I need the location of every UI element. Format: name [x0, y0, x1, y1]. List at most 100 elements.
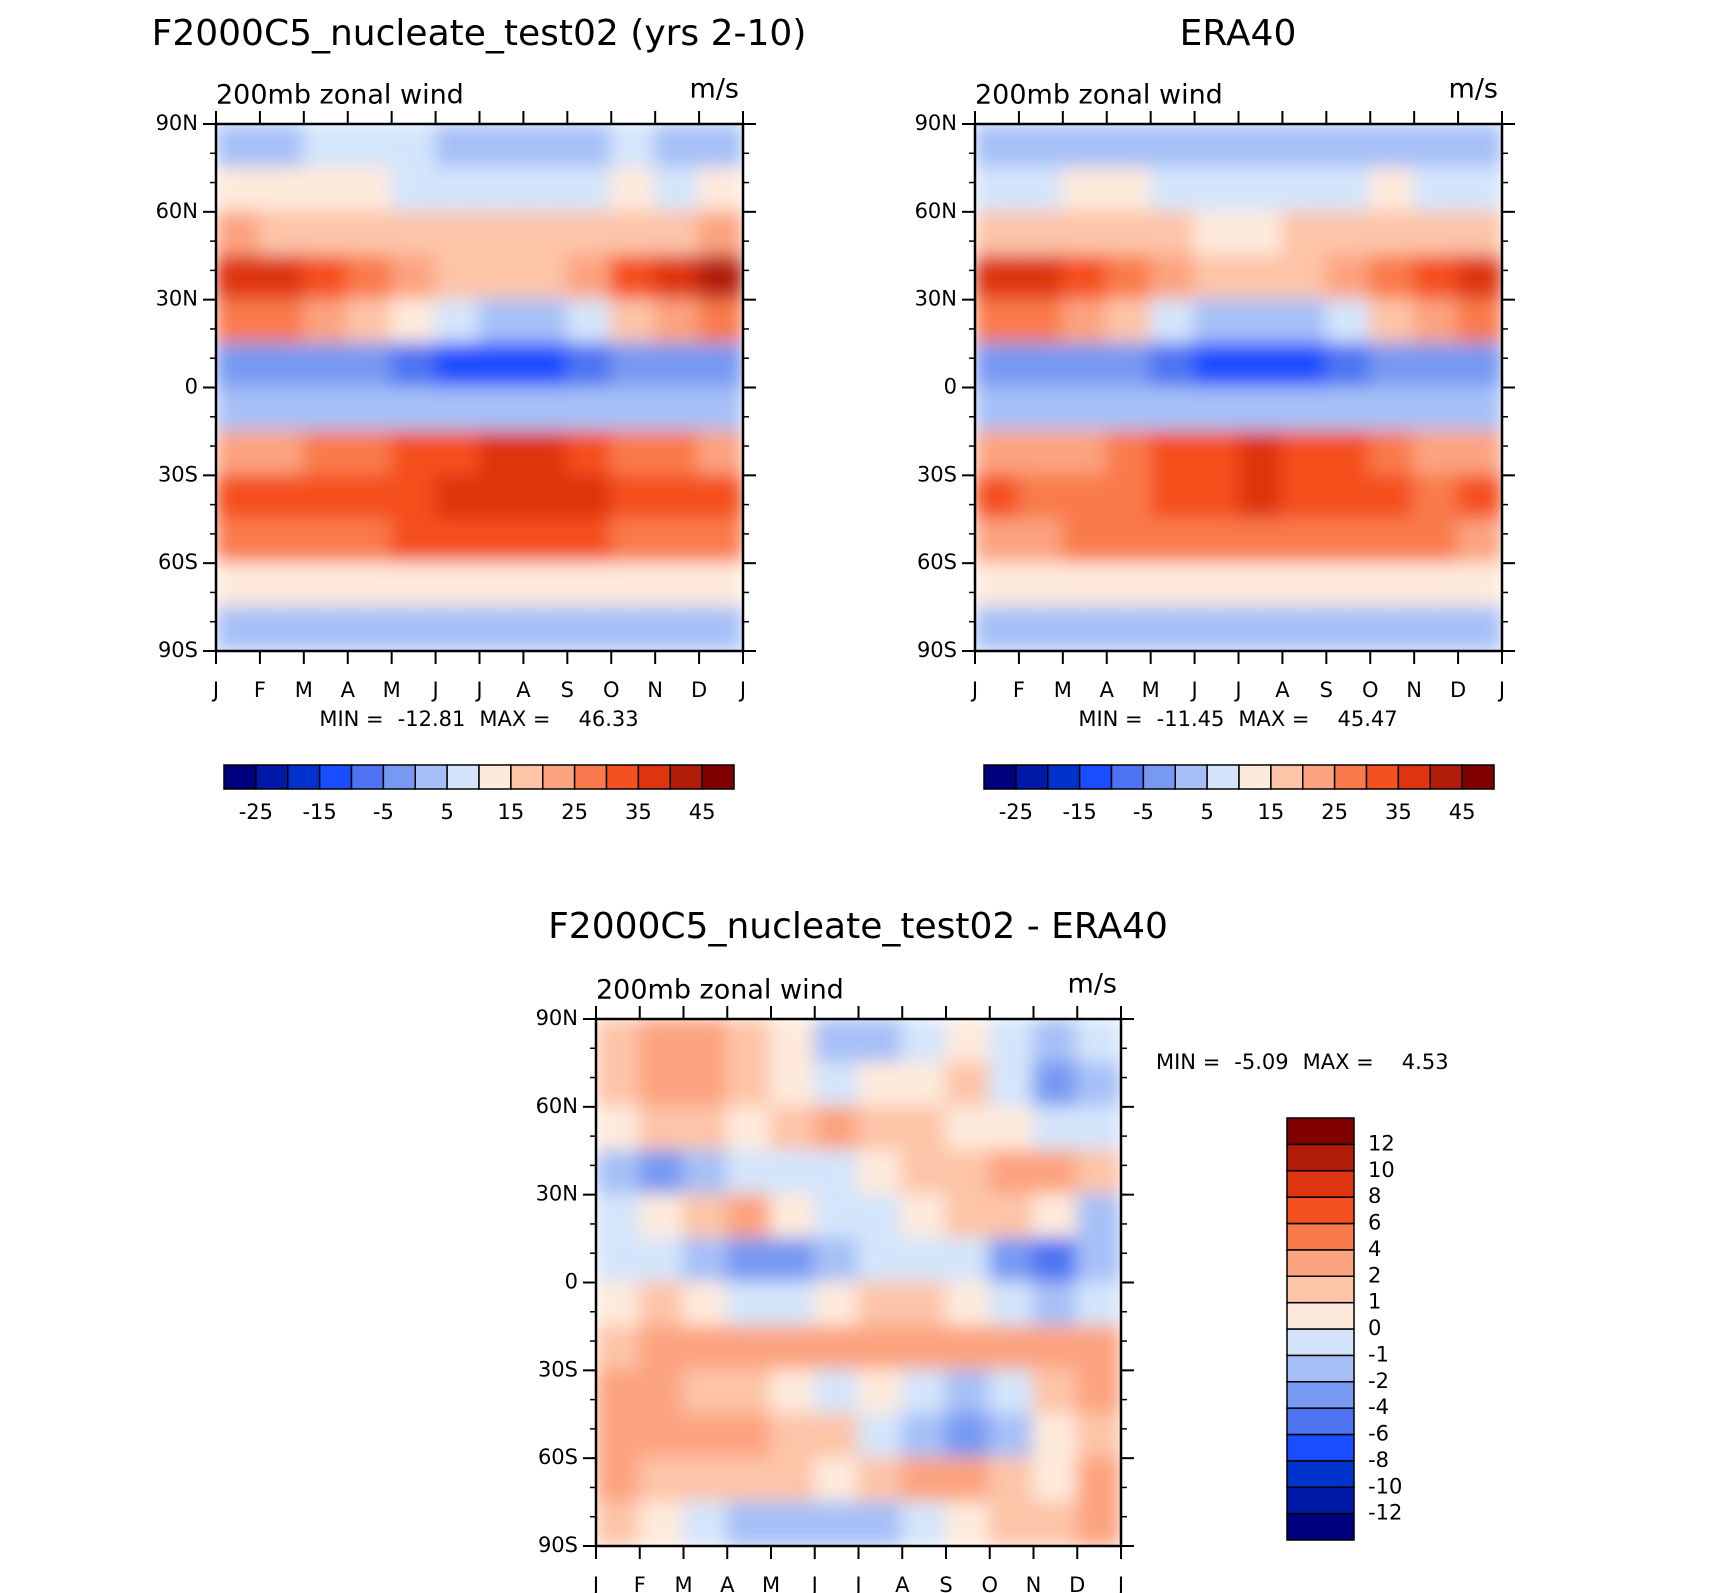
x-tick-label: M [762, 1573, 780, 1593]
field-cell [1369, 298, 1416, 345]
field-cell [596, 1105, 641, 1152]
field-cell [1032, 1501, 1079, 1546]
field-cell [1193, 298, 1240, 345]
colorbar-label: 35 [625, 800, 652, 824]
field-cell [302, 298, 349, 345]
field-cell [698, 166, 743, 213]
field-cell [1032, 1061, 1079, 1108]
colorbar-box [1206, 764, 1240, 790]
field-cell [346, 474, 393, 521]
field-cell [1325, 166, 1372, 213]
field-cell [258, 430, 305, 477]
colorbar-box [1286, 1407, 1355, 1436]
field-cell [901, 1457, 947, 1504]
field-cell [901, 1501, 947, 1546]
field-cell [988, 1019, 1035, 1064]
field-cell [1032, 1149, 1079, 1196]
field-cell [901, 1369, 947, 1416]
field-cell [682, 1061, 729, 1108]
x-tick-label: A [516, 678, 531, 702]
field-cell [216, 430, 261, 477]
field-cell [682, 1369, 729, 1416]
field-cell [988, 1193, 1035, 1240]
colorbar-label: 5 [440, 800, 453, 824]
field-cell [698, 210, 743, 257]
field-cell [901, 1105, 947, 1152]
field-cell [258, 518, 305, 565]
field-cell [1017, 342, 1064, 389]
field-cell [1076, 1457, 1121, 1504]
field-cell [698, 298, 743, 345]
field-cell [1149, 124, 1196, 169]
field-cell [813, 1501, 860, 1546]
x-tick-label: J [1189, 678, 1197, 702]
field-cell [813, 1149, 860, 1196]
y-tick-label: 30N [915, 287, 957, 311]
field-cell [988, 1369, 1035, 1416]
field-cell [596, 1281, 641, 1328]
field-cell [1149, 254, 1196, 301]
field-cell [726, 1281, 772, 1328]
colorbar-label: -15 [1062, 800, 1096, 824]
y-tick-label: 60N [915, 199, 957, 223]
field-cell [596, 1457, 641, 1504]
field-cell [1061, 254, 1108, 301]
field-cell [390, 166, 437, 213]
x-tick-label: O [603, 678, 620, 702]
field-cell [566, 210, 613, 257]
y-tick-label: 60N [156, 199, 198, 223]
colorbar-box [510, 764, 544, 790]
field-cell [478, 518, 525, 565]
colorbar-box [1286, 1196, 1355, 1225]
field-cell [945, 1149, 991, 1196]
field-cell [1369, 474, 1416, 521]
panel-title: F2000C5_nucleate_test02 (yrs 2-10) [152, 13, 807, 54]
field-cell [478, 430, 525, 477]
field-cell [1369, 518, 1416, 565]
y-tick-label: 90N [156, 111, 198, 135]
colorbar-box [350, 764, 385, 790]
colorbar-box [1142, 764, 1176, 790]
field-cell [478, 210, 525, 257]
min-max-part: MAX = [1238, 707, 1309, 731]
field-cell [1105, 342, 1152, 389]
field-cell [1237, 298, 1284, 345]
field-cell [1413, 430, 1460, 477]
field-cell [988, 1501, 1035, 1546]
x-tick-label: J [211, 678, 219, 702]
field-cell [1457, 166, 1502, 213]
colorbar-label: 25 [561, 800, 588, 824]
field-cell [1457, 386, 1502, 433]
field-cell [1369, 210, 1416, 257]
y-tick-label: 90S [158, 638, 198, 662]
field-cell [302, 606, 349, 651]
field-cell [258, 474, 305, 521]
colorbar-box [1286, 1354, 1355, 1383]
field-cell [610, 518, 657, 565]
field-cell [1457, 562, 1502, 609]
y-tick-label: 30N [536, 1182, 578, 1206]
field-cell [522, 562, 569, 609]
field-cell [390, 342, 437, 389]
field-cell [698, 254, 743, 301]
field-cell [258, 342, 305, 389]
field-cell [522, 474, 569, 521]
colorbar-box [1174, 764, 1208, 790]
field-cell [390, 298, 437, 345]
field-cell [216, 298, 261, 345]
field-cell [596, 1237, 641, 1284]
colorbar-label: 6 [1368, 1211, 1381, 1235]
field-cell [698, 386, 743, 433]
field-cell [975, 210, 1020, 257]
field-cell [302, 342, 349, 389]
field-cell [1193, 518, 1240, 565]
colorbar-box [1286, 1170, 1355, 1198]
colorbar-label: -4 [1368, 1395, 1389, 1419]
field-cell [566, 342, 613, 389]
field-cell [1105, 562, 1152, 609]
panel-title: ERA40 [1180, 13, 1297, 54]
x-tick-label: F [254, 678, 266, 702]
field-cell [390, 124, 437, 169]
field-cell [434, 606, 481, 651]
field-cell [726, 1061, 772, 1108]
